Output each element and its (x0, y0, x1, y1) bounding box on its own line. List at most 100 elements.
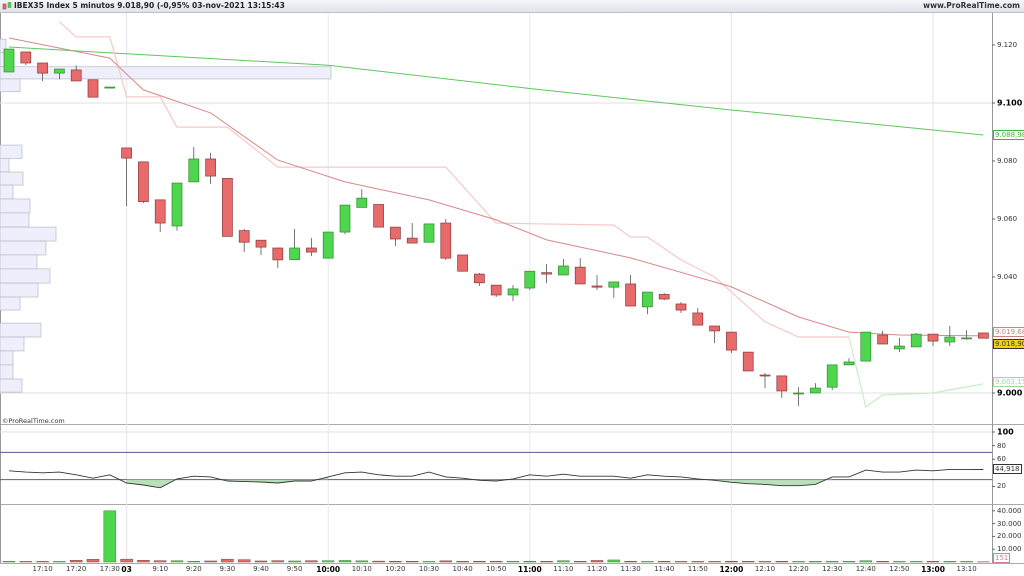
candle-body (440, 222, 452, 259)
candle-body (608, 281, 620, 288)
candle-body (138, 161, 149, 202)
time-axis-label: 10:40 (452, 565, 473, 573)
volume-profile-bar (0, 198, 31, 214)
volume-bar (305, 560, 318, 563)
candle-body (692, 312, 704, 326)
time-axis-label: 11:00 (517, 565, 542, 574)
volume-bar (405, 561, 419, 563)
volume-profile-bar (0, 78, 21, 93)
candle-body (54, 68, 65, 74)
time-axis-label: 9:10 (152, 565, 169, 573)
volume-bar (859, 560, 873, 563)
candle-body (20, 51, 32, 64)
candle-body (356, 197, 368, 208)
candle-body (910, 333, 922, 348)
oversold-area (714, 476, 833, 486)
candle-body (171, 182, 183, 227)
candle (306, 238, 317, 257)
candle-body (793, 392, 804, 395)
volume-bar (372, 560, 385, 563)
candle-body (238, 230, 250, 243)
candle (20, 51, 32, 66)
candle-body (154, 199, 166, 224)
candle-body (625, 283, 636, 307)
candle-body (87, 79, 99, 98)
volume-bar (288, 560, 301, 563)
volume-axis-label: 40.000 (997, 506, 1022, 515)
candle (877, 330, 888, 345)
price-axis-label: 9.080 (997, 157, 1018, 165)
candle (390, 226, 401, 246)
price-value-box: 9.003,15 (993, 376, 1024, 387)
volume-bar (825, 561, 839, 563)
volume-profile-bar (0, 350, 14, 366)
oscillator-line (8, 468, 984, 489)
time-axis-label: 12:00 (719, 565, 744, 574)
time-axis-label: 17:30 (99, 565, 120, 573)
candle-body (675, 303, 687, 311)
volume-bar (842, 561, 856, 563)
candle-body (3, 48, 15, 73)
candle (138, 161, 149, 204)
volume-bar (708, 561, 721, 563)
volume-bar (792, 561, 805, 563)
time-axis-label: 10:20 (385, 565, 406, 573)
volume-bar (237, 559, 251, 563)
candle (541, 263, 552, 284)
volume-bar (389, 561, 402, 563)
candle (205, 152, 216, 184)
candle (474, 272, 485, 286)
oscillator-axis-label: 100 (997, 427, 1014, 437)
candle-body (642, 291, 653, 308)
site-link[interactable]: www.ProRealTime.com (923, 1, 1020, 10)
volume-bar (893, 561, 906, 563)
time-axis-label: 9:50 (286, 565, 303, 573)
volume-bar (439, 560, 453, 563)
candle (675, 301, 687, 313)
candle (339, 204, 351, 235)
candle (289, 228, 300, 260)
volume-profile-bar (0, 378, 23, 393)
candle (591, 274, 603, 291)
time-axis-label: 11:30 (620, 565, 641, 573)
volume-profile-bar (0, 66, 332, 80)
candle (322, 231, 334, 259)
volume-bar (725, 560, 738, 563)
volume-bar (204, 560, 217, 563)
volume-bar (943, 561, 957, 563)
candle (843, 358, 855, 366)
volume-profile-bar (0, 212, 30, 228)
candle-body (658, 294, 670, 300)
volume-profile-bar (0, 144, 23, 159)
candle (406, 223, 418, 244)
candle-body (826, 364, 838, 388)
price-axis-label: 9.000 (997, 388, 1023, 398)
price-axis-label: 9.060 (997, 215, 1018, 223)
volume-bar (422, 561, 436, 563)
candle (272, 247, 284, 269)
candle (524, 270, 536, 291)
volume-bar (19, 561, 33, 563)
volume-bar (607, 559, 621, 563)
volume-profile-bar (0, 240, 47, 256)
time-axis-label: 11:50 (687, 565, 708, 573)
time-axis-label: 13:00 (921, 565, 945, 574)
candle-body (289, 247, 300, 260)
oversold-area (126, 478, 177, 488)
volume-bar (153, 560, 167, 563)
time-axis-label: 12:10 (754, 565, 776, 573)
volume-profile-bar (0, 268, 51, 284)
volume-profile-bar (0, 226, 57, 242)
volume-bar (355, 560, 369, 563)
candle-body (104, 86, 116, 89)
volume-axis-label: 10.000 (997, 545, 1022, 554)
candle-body (558, 265, 569, 276)
candle-body (188, 158, 200, 183)
candle (910, 332, 922, 348)
volume-bar (321, 560, 335, 563)
candle (188, 147, 200, 183)
volume-bar (137, 560, 150, 563)
volume-profile-bar (0, 296, 21, 311)
candle (961, 330, 972, 340)
